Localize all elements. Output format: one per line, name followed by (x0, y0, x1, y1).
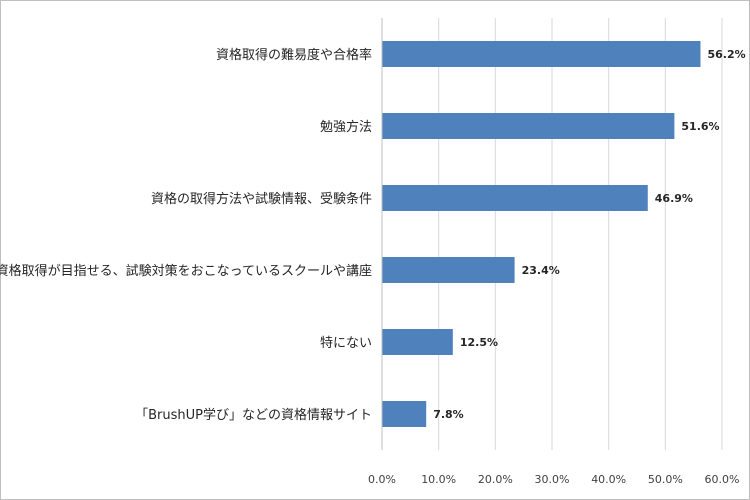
x-tick-label: 30.0% (535, 473, 570, 486)
value-label: 12.5% (460, 336, 498, 349)
x-tick-label: 10.0% (421, 473, 456, 486)
bar (382, 185, 648, 211)
category-label: 資格の取得方法や試験情報、受験条件 (151, 191, 372, 207)
value-label: 7.8% (433, 408, 464, 421)
x-tick-label: 0.0% (368, 473, 396, 486)
category-label: 特にない (320, 336, 372, 351)
bar (382, 329, 453, 355)
category-label: 資格取得が目指せる、試験対策をおこなっているスクールや講座 (0, 263, 372, 279)
category-label: 勉強方法 (320, 119, 372, 135)
bar (382, 401, 427, 427)
value-label: 56.2% (707, 48, 745, 61)
value-label: 51.6% (681, 120, 719, 133)
bar (382, 113, 675, 139)
category-label: 資格取得の難易度や合格率 (216, 47, 372, 63)
x-tick-label: 20.0% (478, 473, 513, 486)
bar (382, 257, 515, 283)
x-tick-label: 40.0% (591, 473, 626, 486)
category-label: 「BrushUP学び」などの資格情報サイト (135, 407, 372, 423)
value-label: 46.9% (655, 192, 693, 205)
bar (382, 41, 701, 67)
x-tick-label: 60.0% (705, 473, 740, 486)
value-label: 23.4% (522, 264, 560, 277)
x-tick-label: 50.0% (648, 473, 683, 486)
